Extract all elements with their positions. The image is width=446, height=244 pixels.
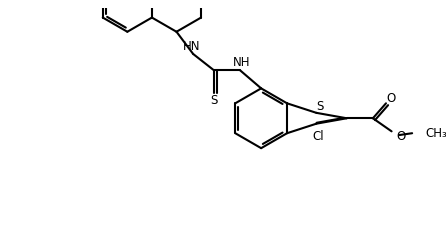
Text: CH₃: CH₃ — [425, 127, 446, 140]
Text: Cl: Cl — [313, 130, 324, 143]
Text: S: S — [316, 100, 324, 113]
Text: NH: NH — [233, 56, 251, 69]
Text: HN: HN — [182, 40, 200, 53]
Text: O: O — [386, 92, 395, 105]
Text: O: O — [396, 130, 405, 142]
Text: S: S — [210, 93, 217, 107]
